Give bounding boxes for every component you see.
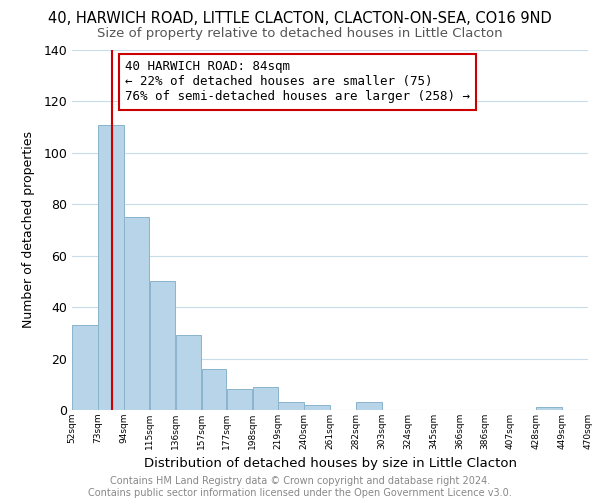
Bar — [304, 405, 329, 410]
X-axis label: Distribution of detached houses by size in Little Clacton: Distribution of detached houses by size … — [143, 458, 517, 470]
Text: Contains HM Land Registry data © Crown copyright and database right 2024.
Contai: Contains HM Land Registry data © Crown c… — [88, 476, 512, 498]
Bar — [124, 217, 149, 410]
Bar — [98, 124, 124, 410]
Bar — [150, 282, 175, 410]
Text: 40, HARWICH ROAD, LITTLE CLACTON, CLACTON-ON-SEA, CO16 9ND: 40, HARWICH ROAD, LITTLE CLACTON, CLACTO… — [48, 11, 552, 26]
Bar — [253, 387, 278, 410]
Bar — [278, 402, 304, 410]
Text: 40 HARWICH ROAD: 84sqm
← 22% of detached houses are smaller (75)
76% of semi-det: 40 HARWICH ROAD: 84sqm ← 22% of detached… — [125, 60, 470, 104]
Text: Size of property relative to detached houses in Little Clacton: Size of property relative to detached ho… — [97, 28, 503, 40]
Bar — [202, 369, 226, 410]
Bar — [356, 402, 382, 410]
Bar — [227, 390, 252, 410]
Bar — [73, 325, 98, 410]
Bar — [176, 336, 202, 410]
Y-axis label: Number of detached properties: Number of detached properties — [22, 132, 35, 328]
Bar — [536, 408, 562, 410]
